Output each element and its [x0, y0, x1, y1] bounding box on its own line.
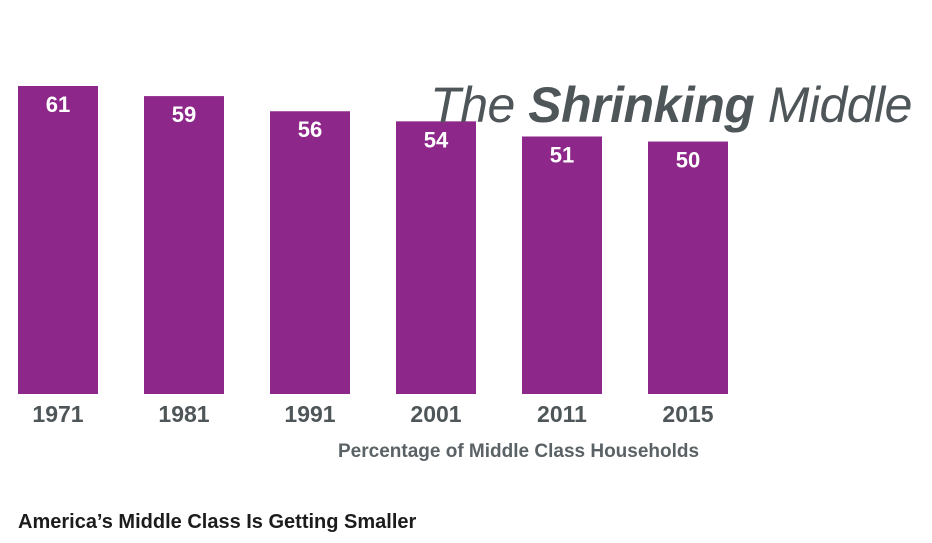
x-tick-label-2011: 2011	[537, 401, 587, 427]
bar-value-label-1991: 56	[298, 117, 322, 142]
chart-title-prefix: The	[430, 77, 529, 133]
bar-1971	[18, 86, 98, 394]
x-axis-label: Percentage of Middle Class Households	[338, 441, 700, 462]
bar-2001	[396, 121, 476, 394]
bar-value-label-1971: 61	[46, 92, 70, 117]
bar-value-label-2015: 50	[676, 148, 700, 173]
chart-title-emphasis: Shrinking	[528, 77, 755, 133]
x-tick-label-2001: 2001	[410, 401, 461, 427]
chart-title-suffix: Middle	[754, 77, 913, 133]
x-tick-label-1991: 1991	[284, 401, 335, 427]
x-tick-label-1971: 1971	[32, 401, 83, 427]
x-tick-label-1981: 1981	[158, 401, 209, 427]
bar-1981	[144, 96, 224, 394]
bar-value-label-1981: 59	[172, 102, 196, 127]
bar-2011	[522, 136, 602, 394]
x-tick-label-2015: 2015	[662, 401, 713, 427]
chart-title: The Shrinking Middle	[430, 76, 912, 134]
bar-value-label-2001: 54	[424, 127, 449, 152]
chart-subtitle: America’s Middle Class Is Getting Smalle…	[18, 511, 417, 533]
bar-value-label-2011: 51	[550, 142, 574, 167]
bar-2015	[648, 141, 728, 394]
bar-1991	[270, 111, 350, 394]
